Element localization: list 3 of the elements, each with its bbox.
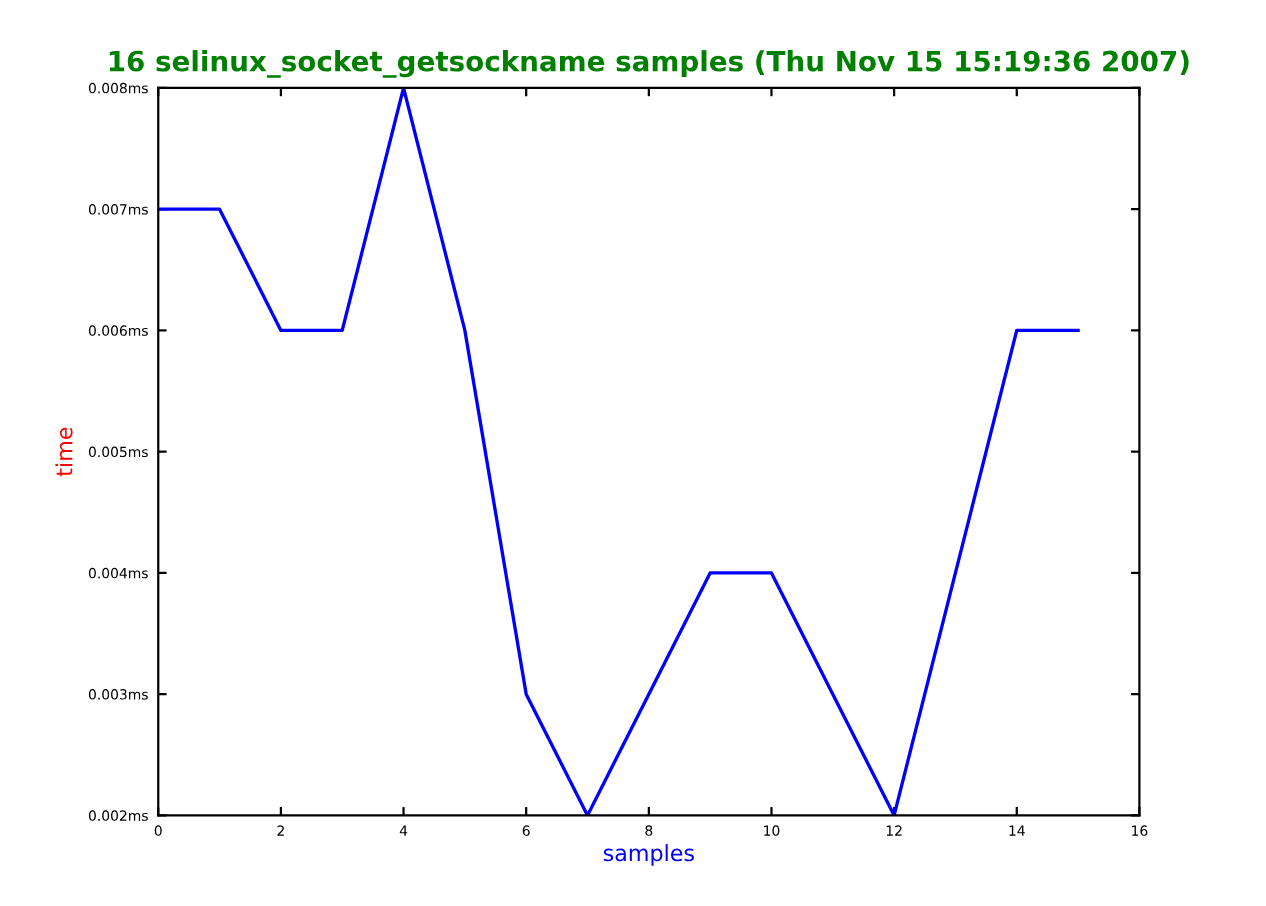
y-axis-title: time: [55, 427, 73, 477]
chart-title: 16 selinux_socket_getsockname samples (Thu Nov 15 15:19:36 2007): [109, 50, 1189, 78]
x-axis-title: samples: [603, 844, 694, 866]
